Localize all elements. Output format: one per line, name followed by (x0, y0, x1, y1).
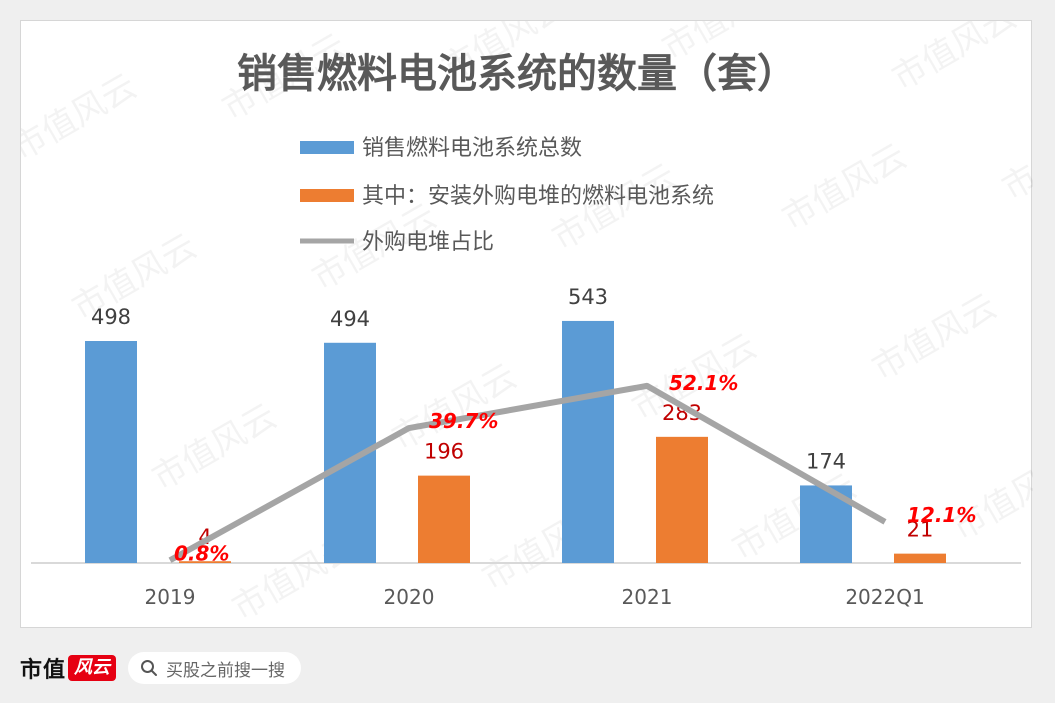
chart-title: 销售燃料电池系统的数量（套） (237, 51, 797, 97)
bar-total (85, 341, 137, 563)
data-label-ratio: 0.8% (174, 541, 229, 565)
legend-swatch-total (300, 141, 354, 154)
bar-external (418, 475, 470, 563)
search-text: 买股之前搜一搜 (166, 660, 286, 681)
data-label-total: 498 (91, 305, 131, 329)
bar-total (562, 320, 614, 563)
bar-external (179, 561, 231, 563)
data-label-ratio: 12.1% (907, 503, 976, 527)
brand-logo-text: 市值 (20, 657, 67, 683)
data-label-external: 21 (907, 518, 934, 542)
x-tick-label: 2021 (622, 585, 673, 609)
data-label-ratio: 52.1% (669, 371, 738, 395)
chart-card: 市值风云市值风云市值风云市值风云市值风云市值风云市值风云市值风云市值风云市值风云… (20, 20, 1033, 629)
data-label-external: 196 (424, 440, 464, 464)
search-icon (141, 660, 158, 676)
x-tick-label: 2022Q1 (845, 585, 924, 609)
chart: 市值风云市值风云市值风云市值风云市值风云市值风云市值风云市值风云市值风云市值风云… (21, 21, 1033, 629)
x-tick-label: 2019 (145, 585, 196, 609)
brand-logo-badge: 风云 (68, 655, 117, 681)
data-label-total: 174 (806, 449, 846, 473)
data-label-ratio: 39.7% (429, 409, 498, 433)
footer: 市值 风云 买股之前搜一搜 (20, 648, 302, 688)
bar-external (656, 436, 708, 563)
bar-external (894, 553, 946, 563)
legend-label-ratio: 外购电堆占比 (362, 230, 494, 255)
plot-area: 4984201949419620205432832021174212022Q10… (31, 285, 1021, 609)
legend-label-total: 销售燃料电池系统总数 (362, 136, 582, 161)
legend-swatch-external (300, 189, 354, 202)
legend-label-external: 其中：安装外购电堆的燃料电池系统 (362, 184, 714, 209)
ratio-line (168, 382, 887, 563)
search-pill[interactable]: 买股之前搜一搜 (128, 652, 302, 684)
legend: 销售燃料电池系统总数 其中：安装外购电堆的燃料电池系统 外购电堆占比 (300, 136, 714, 255)
data-label-total: 543 (568, 285, 608, 309)
x-tick-label: 2020 (384, 585, 435, 609)
data-label-total: 494 (330, 307, 370, 331)
watermark-layer: 市值风云市值风云市值风云市值风云市值风云市值风云市值风云市值风云市值风云市值风云… (21, 21, 1033, 629)
